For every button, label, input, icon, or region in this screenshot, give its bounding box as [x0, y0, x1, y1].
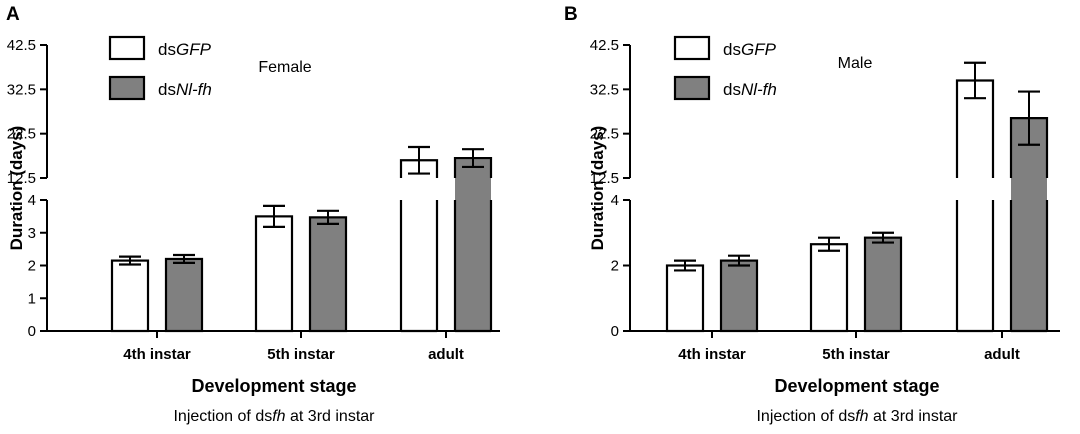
legend-swatch: [673, 75, 711, 101]
y-tick-label: 4: [611, 192, 619, 209]
bar: [665, 264, 705, 333]
bar-lower-segment: [455, 200, 491, 331]
bar-upper-segment: [455, 158, 491, 178]
y-tick-label: 1: [28, 290, 36, 307]
y-tick-label: 42.5: [590, 37, 619, 54]
legend-swatch: [673, 35, 711, 61]
bar: [863, 236, 903, 333]
x-axis-label: Development stage: [774, 376, 939, 396]
x-tick-label: adult: [428, 346, 464, 363]
panel-letter: B: [564, 4, 578, 25]
x-tick-label: 4th instar: [678, 346, 746, 363]
x-tick-label: adult: [984, 346, 1020, 363]
y-tick-label: 22.5: [7, 126, 36, 143]
bar: [254, 215, 294, 333]
y-tick-label: 32.5: [7, 81, 36, 98]
bar-lower-segment: [957, 200, 993, 331]
bar-lower-segment: [401, 200, 437, 331]
y-tick-label: 0: [611, 323, 619, 340]
y-tick-label: 2: [611, 258, 619, 275]
bar-break-gap: [957, 178, 993, 200]
chart-panel-a: A 0 1 2 3 4 12.5 22.5 32.5 42.5 4th instar 5th inst…: [6, 4, 500, 425]
bar-lower-segment: [1011, 200, 1047, 331]
bar: [110, 259, 150, 333]
injection-note: Injection of dsfh at 3rd instar: [756, 408, 958, 425]
x-tick-label: 5th instar: [267, 346, 335, 363]
y-tick-label: 42.5: [7, 37, 36, 54]
legend-label: dsNl-fh: [723, 80, 777, 99]
x-tick-label: 4th instar: [123, 346, 191, 363]
y-axis-label: Duration (days): [588, 126, 607, 251]
y-tick-label: 12.5: [590, 170, 619, 187]
legend-label: dsGFP: [158, 40, 212, 59]
legend-label: dsGFP: [723, 40, 777, 59]
bar: [164, 257, 204, 333]
injection-note: Injection of dsfh at 3rd instar: [173, 408, 375, 425]
bar: [809, 243, 849, 333]
bar-break-gap: [401, 178, 437, 200]
chart-title: Male: [838, 55, 873, 72]
x-tick-label: 5th instar: [822, 346, 890, 363]
panel-letter: A: [6, 4, 20, 25]
y-axis-label: Duration (days): [7, 126, 26, 251]
bar: [308, 216, 348, 333]
bar-break-gap: [1011, 178, 1047, 200]
y-tick-label: 2: [28, 258, 36, 275]
chart-panel-b: B 0 2 4 12.5 22.5 32.5 42.5 4th instar 5th instar…: [564, 4, 1060, 425]
y-tick-label: 0: [28, 323, 36, 340]
legend-swatch: [108, 75, 146, 101]
bar-break-gap: [455, 178, 491, 200]
x-axis-label: Development stage: [191, 376, 356, 396]
bar: [719, 259, 759, 333]
y-tick-label: 22.5: [590, 126, 619, 143]
y-tick-label: 32.5: [590, 81, 619, 98]
y-tick-label: 4: [28, 192, 36, 209]
chart-title: Female: [258, 59, 311, 76]
legend-label: dsNl-fh: [158, 80, 212, 99]
y-tick-label: 3: [28, 225, 36, 242]
y-tick-label: 12.5: [7, 170, 36, 187]
legend-swatch: [108, 35, 146, 61]
